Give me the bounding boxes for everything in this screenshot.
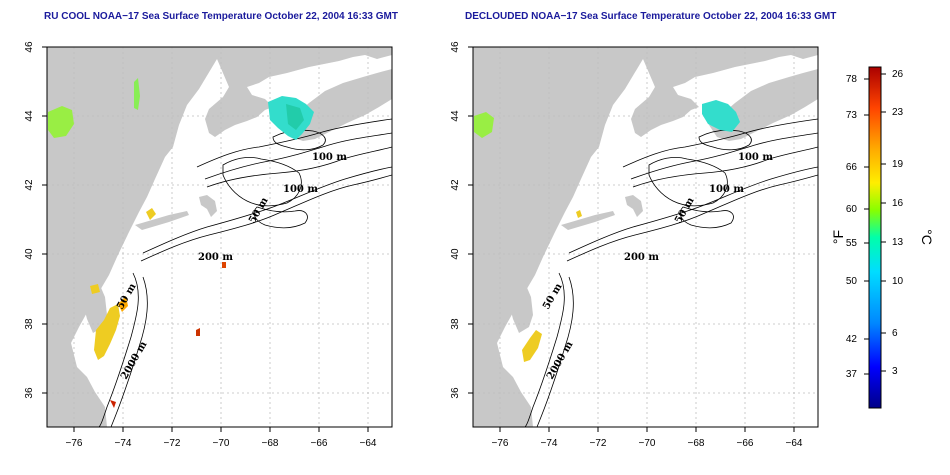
celsius-tick-labels: 26 23 19 16 13 10 6 3 bbox=[892, 69, 904, 377]
left-gridlines bbox=[47, 47, 392, 427]
lon-label: −66 bbox=[737, 438, 754, 449]
lat-label: 46 bbox=[24, 41, 35, 53]
fahrenheit-label: 66 bbox=[846, 162, 858, 173]
lon-label: −64 bbox=[360, 438, 377, 449]
contour-label-100m-a: 100 m bbox=[312, 152, 347, 163]
fahrenheit-unit-label: °F bbox=[830, 230, 846, 244]
fahrenheit-label: 73 bbox=[846, 110, 858, 121]
celsius-label: 6 bbox=[892, 328, 898, 339]
lat-label: 40 bbox=[24, 248, 35, 260]
fahrenheit-label: 78 bbox=[846, 74, 858, 85]
lon-label: −72 bbox=[590, 438, 607, 449]
lon-label: −68 bbox=[688, 438, 705, 449]
lon-label: −70 bbox=[213, 438, 230, 449]
right-gridlines bbox=[473, 47, 818, 427]
left-map-title: RU COOL NOAA−17 Sea Surface Temperature … bbox=[44, 11, 398, 22]
contour-label-200m: 200 m bbox=[198, 252, 233, 263]
contour-label-100m-a: 100 m bbox=[738, 152, 773, 163]
celsius-unit-label: °C bbox=[919, 229, 935, 245]
right-lat-labels: 36 38 40 42 44 46 bbox=[450, 41, 461, 399]
celsius-label: 3 bbox=[892, 366, 898, 377]
celsius-label: 19 bbox=[892, 159, 904, 170]
lat-label: 36 bbox=[24, 387, 35, 399]
contour-label-200m: 200 m bbox=[624, 252, 659, 263]
fahrenheit-label: 55 bbox=[846, 238, 858, 249]
lon-label: −74 bbox=[115, 438, 132, 449]
lon-label: −74 bbox=[541, 438, 558, 449]
contour-label-100m-b: 100 m bbox=[283, 184, 318, 195]
lat-label: 38 bbox=[450, 318, 461, 330]
celsius-label: 13 bbox=[892, 237, 904, 248]
lat-label: 42 bbox=[24, 179, 35, 191]
lat-label: 44 bbox=[450, 110, 461, 122]
fahrenheit-label: 37 bbox=[846, 369, 858, 380]
lat-label: 38 bbox=[24, 318, 35, 330]
right-map-title: DECLOUDED NOAA−17 Sea Surface Temperatur… bbox=[465, 11, 837, 22]
contour-label-100m-b: 100 m bbox=[709, 184, 744, 195]
celsius-label: 16 bbox=[892, 198, 904, 209]
celsius-label: 23 bbox=[892, 107, 904, 118]
lon-label: −76 bbox=[492, 438, 509, 449]
lon-label: −66 bbox=[311, 438, 328, 449]
right-map-frame bbox=[472, 46, 819, 428]
lon-label: −64 bbox=[786, 438, 803, 449]
fahrenheit-label: 50 bbox=[846, 276, 858, 287]
left-lon-labels: −76 −74 −72 −70 −68 −66 −64 bbox=[66, 438, 377, 449]
lon-label: −72 bbox=[164, 438, 181, 449]
lat-label: 36 bbox=[450, 387, 461, 399]
right-axis-ticks bbox=[468, 46, 795, 432]
left-sst-patches bbox=[48, 78, 314, 408]
left-lat-labels: 36 38 40 42 44 46 bbox=[24, 41, 35, 399]
temperature-colorbar: 78 73 66 60 55 50 42 37 26 23 19 16 13 1… bbox=[830, 66, 935, 409]
lon-label: −68 bbox=[262, 438, 279, 449]
left-axis-ticks bbox=[42, 46, 369, 432]
fahrenheit-label: 60 bbox=[846, 204, 858, 215]
celsius-label: 26 bbox=[892, 69, 904, 80]
colorbar-ticks bbox=[864, 73, 886, 375]
colorbar-gradient bbox=[868, 66, 882, 409]
right-map-panel: 100 m 100 m 50 m 200 m 50 m 2000 m −76 −… bbox=[450, 41, 819, 449]
celsius-label: 10 bbox=[892, 276, 904, 287]
fahrenheit-tick-labels: 78 73 66 60 55 50 42 37 bbox=[846, 74, 858, 380]
left-map-frame bbox=[46, 46, 393, 428]
lat-label: 46 bbox=[450, 41, 461, 53]
lat-label: 40 bbox=[450, 248, 461, 260]
left-map-panel: 100 m 100 m 50 m 200 m 50 m 2000 m −76 −… bbox=[24, 41, 393, 449]
lon-label: −70 bbox=[639, 438, 656, 449]
lon-label: −76 bbox=[66, 438, 83, 449]
right-sst-patches bbox=[474, 100, 740, 362]
right-lon-labels: −76 −74 −72 −70 −68 −66 −64 bbox=[492, 438, 803, 449]
fahrenheit-label: 42 bbox=[846, 334, 858, 345]
lat-label: 44 bbox=[24, 110, 35, 122]
lat-label: 42 bbox=[450, 179, 461, 191]
